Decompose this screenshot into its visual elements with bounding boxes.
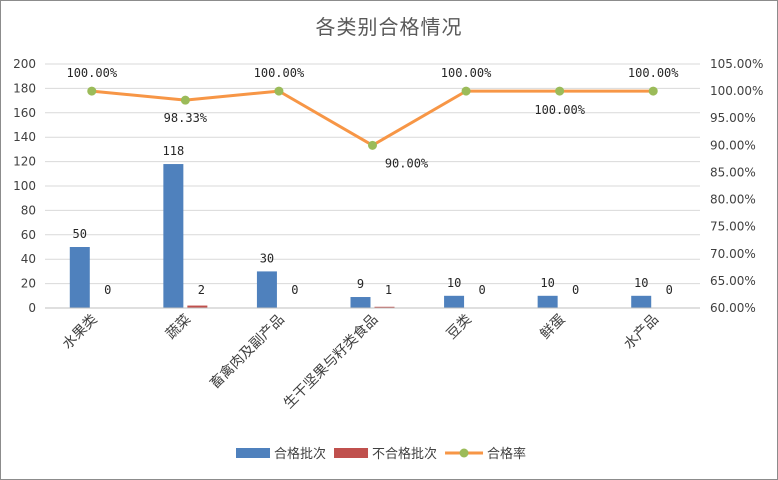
bar-pass <box>537 295 558 308</box>
bar-pass-label: 10 <box>634 276 648 290</box>
category-label: 水产品 <box>621 312 662 353</box>
bar-fail-label: 0 <box>666 283 673 297</box>
legend-label: 合格批次 <box>274 446 326 462</box>
y-tick-label: 120 <box>13 155 36 169</box>
category-label: 水果类 <box>60 312 101 353</box>
pass-rate-label: 100.00% <box>628 66 679 80</box>
y-tick-label: 20 <box>21 277 36 291</box>
pass-rate-point <box>274 86 284 96</box>
pass-rate-label: 100.00% <box>534 103 585 117</box>
chart-title: 各类别合格情况 <box>316 15 463 39</box>
pass-rate-point <box>461 86 471 96</box>
bar-fail <box>374 306 395 308</box>
category-label: 鲜蛋 <box>537 312 568 343</box>
category-label: 生干坚果与籽类食品 <box>280 311 381 412</box>
bar-pass-label: 50 <box>73 227 87 241</box>
y2-tick-label: 100.00% <box>710 84 763 98</box>
bar-pass-label: 10 <box>447 276 461 290</box>
bar-fail-label: 2 <box>198 283 205 297</box>
y-tick-label: 200 <box>13 57 36 71</box>
category-label: 豆类 <box>444 312 475 343</box>
y-tick-label: 0 <box>28 301 36 315</box>
y2-tick-label: 80.00% <box>710 193 756 207</box>
legend-label: 不合格批次 <box>372 446 437 462</box>
y2-tick-label: 70.00% <box>710 247 756 261</box>
bar-fail <box>187 305 208 308</box>
y-tick-label: 80 <box>21 203 36 217</box>
pass-rate-label: 100.00% <box>254 66 305 80</box>
bar-fail-label: 0 <box>291 283 298 297</box>
bar-pass-label: 30 <box>260 251 274 265</box>
y2-tick-label: 75.00% <box>710 220 756 234</box>
pass-rate-point <box>180 95 190 105</box>
legend-swatch-fail <box>334 448 369 458</box>
legend-label: 合格率 <box>487 446 526 462</box>
y2-tick-label: 90.00% <box>710 138 756 152</box>
category-label: 蔬菜 <box>163 312 194 343</box>
pass-rate-point <box>368 140 377 150</box>
bar-fail-label: 0 <box>104 283 111 297</box>
y2-tick-label: 60.00% <box>710 301 756 315</box>
pass-rate-label: 98.33% <box>164 111 208 125</box>
y2-tick-label: 105.00% <box>710 57 763 71</box>
pass-rate-label: 100.00% <box>66 66 117 80</box>
bar-pass <box>163 164 184 308</box>
y2-tick-label: 65.00% <box>710 274 756 288</box>
bar-fail-label: 0 <box>572 283 579 297</box>
legend-marker-rate <box>459 448 469 458</box>
bar-pass <box>256 271 277 308</box>
pass-rate-label: 90.00% <box>385 156 429 170</box>
bar-pass-label: 118 <box>163 144 185 158</box>
y-tick-label: 180 <box>13 81 36 95</box>
bar-pass <box>69 247 90 308</box>
bar-pass <box>631 295 652 308</box>
y-tick-label: 140 <box>13 130 36 144</box>
y-tick-label: 40 <box>21 252 36 266</box>
bar-pass-label: 10 <box>540 276 554 290</box>
y2-tick-label: 85.00% <box>710 165 756 179</box>
pass-rate-point <box>555 86 565 96</box>
legend-swatch-pass <box>236 448 270 458</box>
bar-fail-label: 1 <box>385 283 392 297</box>
category-label: 畜禽肉及副产品 <box>206 311 287 392</box>
pass-rate-point <box>648 86 658 96</box>
bar-pass <box>444 295 465 308</box>
bar-fail-label: 0 <box>478 283 485 297</box>
bar-pass-label: 9 <box>357 277 364 291</box>
y-tick-label: 100 <box>13 179 36 193</box>
y2-tick-label: 95.00% <box>710 111 756 125</box>
pass-rate-label: 100.00% <box>441 66 492 80</box>
y-tick-label: 160 <box>13 106 36 120</box>
pass-rate-point <box>87 86 97 96</box>
bar-pass <box>350 297 371 308</box>
y-tick-label: 60 <box>21 228 36 242</box>
